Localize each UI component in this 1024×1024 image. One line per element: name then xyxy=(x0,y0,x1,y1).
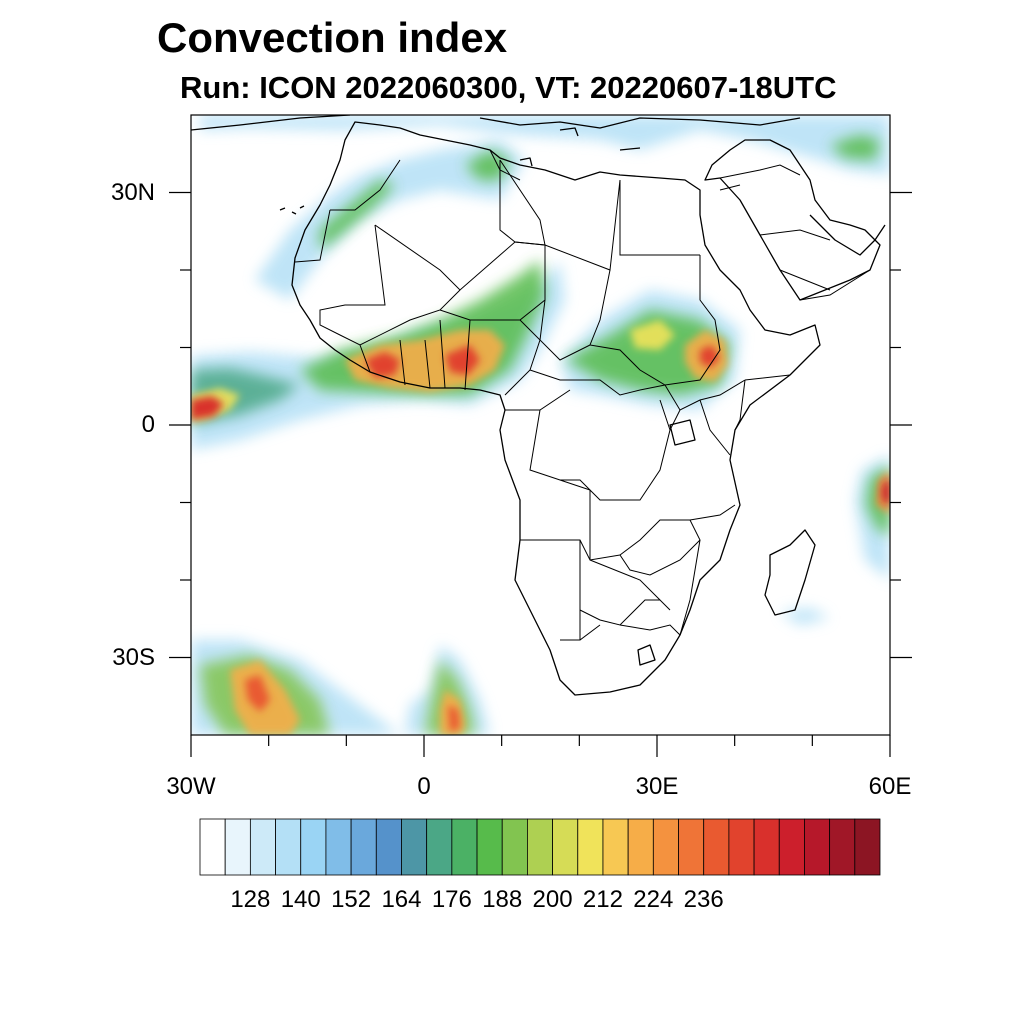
lat-label: 0 xyxy=(141,411,155,438)
south-atlantic-core xyxy=(245,675,270,712)
colorbar-label: 140 xyxy=(280,886,321,913)
colorbar-swatch xyxy=(678,818,705,876)
colorbar-swatch xyxy=(804,818,831,876)
canary-islands xyxy=(279,205,305,215)
lesotho xyxy=(637,644,656,666)
cape-core xyxy=(448,705,460,732)
lat-label: 30S xyxy=(112,643,155,671)
ghana-core xyxy=(445,345,480,375)
colorbar-label: 212 xyxy=(582,886,623,913)
lon-label: 60E xyxy=(868,773,912,800)
convection-field xyxy=(191,115,890,735)
border-car xyxy=(529,369,666,396)
europe-coast xyxy=(191,115,801,131)
border-mozambique xyxy=(679,504,736,636)
border-zambia xyxy=(619,519,701,576)
sudan-high xyxy=(630,320,675,350)
colorbar-swatch xyxy=(753,818,780,876)
lake-victoria xyxy=(669,419,696,446)
border-mali xyxy=(319,224,461,346)
convection-low-layer xyxy=(191,115,890,735)
colorbar-swatch xyxy=(401,818,428,876)
med-top-low xyxy=(200,115,890,160)
colorbar-swatch xyxy=(627,818,654,876)
arabia-coastline xyxy=(704,139,881,301)
maghreb-mid xyxy=(320,180,395,250)
colorbar-swatch xyxy=(552,818,579,876)
coastlines xyxy=(191,115,886,696)
border-tunisia xyxy=(489,149,521,181)
itcz-core xyxy=(191,396,224,420)
border-congo xyxy=(505,389,671,501)
ethiopia-core xyxy=(700,345,720,368)
colorbar-swatch xyxy=(325,818,352,876)
lon-label: 0 xyxy=(417,773,431,800)
border-middleeast xyxy=(719,164,831,291)
colorbar-label: 188 xyxy=(482,886,523,913)
border-chad xyxy=(539,299,591,361)
africa-coastline xyxy=(291,121,821,696)
colorbar-label: 224 xyxy=(633,886,674,913)
colorbar xyxy=(199,818,881,876)
colorbar-swatch xyxy=(300,818,327,876)
colorbar-swatch xyxy=(501,818,528,876)
colorbar-label: 128 xyxy=(230,886,271,913)
colorbar-swatch xyxy=(854,818,881,876)
colorbar-swatch xyxy=(527,818,553,876)
map-frame xyxy=(190,114,891,736)
colorbar-swatch xyxy=(426,818,453,876)
colorbar-swatch xyxy=(350,818,377,876)
lon-label: 30W xyxy=(166,773,216,800)
border-botswana xyxy=(579,599,671,626)
border-egypt xyxy=(619,180,700,256)
madagascar-low xyxy=(780,608,830,625)
axis-ticks xyxy=(169,191,912,757)
maghreb-low xyxy=(255,140,525,300)
border-nigeria xyxy=(464,319,541,396)
border-libya xyxy=(499,160,621,271)
persian-gulf xyxy=(809,214,886,256)
colorbar-swatch xyxy=(778,818,805,876)
colorbar-swatch xyxy=(249,818,276,876)
colorbar-swatch xyxy=(476,818,503,876)
colorbar-swatch xyxy=(224,818,251,876)
caucasus-mid xyxy=(830,135,880,160)
colorbar-label: 236 xyxy=(683,886,724,913)
colorbar-swatch xyxy=(451,818,478,876)
map-title: Convection index xyxy=(157,14,508,61)
colorbar-swatch xyxy=(703,818,730,876)
colorbar-label: 152 xyxy=(331,886,372,913)
border-angola xyxy=(520,479,621,561)
border-morocco xyxy=(294,159,401,263)
colorbar-swatch xyxy=(577,818,604,876)
lat-label: 30N xyxy=(110,178,155,206)
med-islands xyxy=(519,127,641,167)
colorbar-swatch xyxy=(275,818,302,876)
border-southafrica xyxy=(560,624,681,641)
colorbar-swatch xyxy=(199,818,226,876)
border-eastafrica xyxy=(664,379,746,456)
sudan-mid xyxy=(565,310,730,395)
colorbar-swatch xyxy=(652,818,679,876)
madagascar xyxy=(764,529,816,616)
lon-label: 30E xyxy=(635,773,679,800)
colorbar-swatch xyxy=(375,818,402,876)
colorbar-label: 200 xyxy=(532,886,573,913)
colorbar-swatch xyxy=(728,818,755,876)
cyclone-core xyxy=(882,478,890,505)
map-subtitle: Run: ICON 2022060300, VT: 20220607-18UTC xyxy=(180,70,837,105)
country-borders xyxy=(294,149,871,641)
border-namibia xyxy=(560,540,661,641)
colorbar-label: 176 xyxy=(431,886,472,913)
border-yemen xyxy=(799,269,871,301)
border-somalia xyxy=(734,374,791,431)
colorbar-label: 164 xyxy=(381,886,422,913)
convection-core-layer xyxy=(191,345,890,732)
guinea-core xyxy=(365,352,400,378)
border-westafrica xyxy=(359,319,446,389)
colorbar-swatch xyxy=(829,818,856,876)
colorbar-swatch xyxy=(602,818,629,876)
